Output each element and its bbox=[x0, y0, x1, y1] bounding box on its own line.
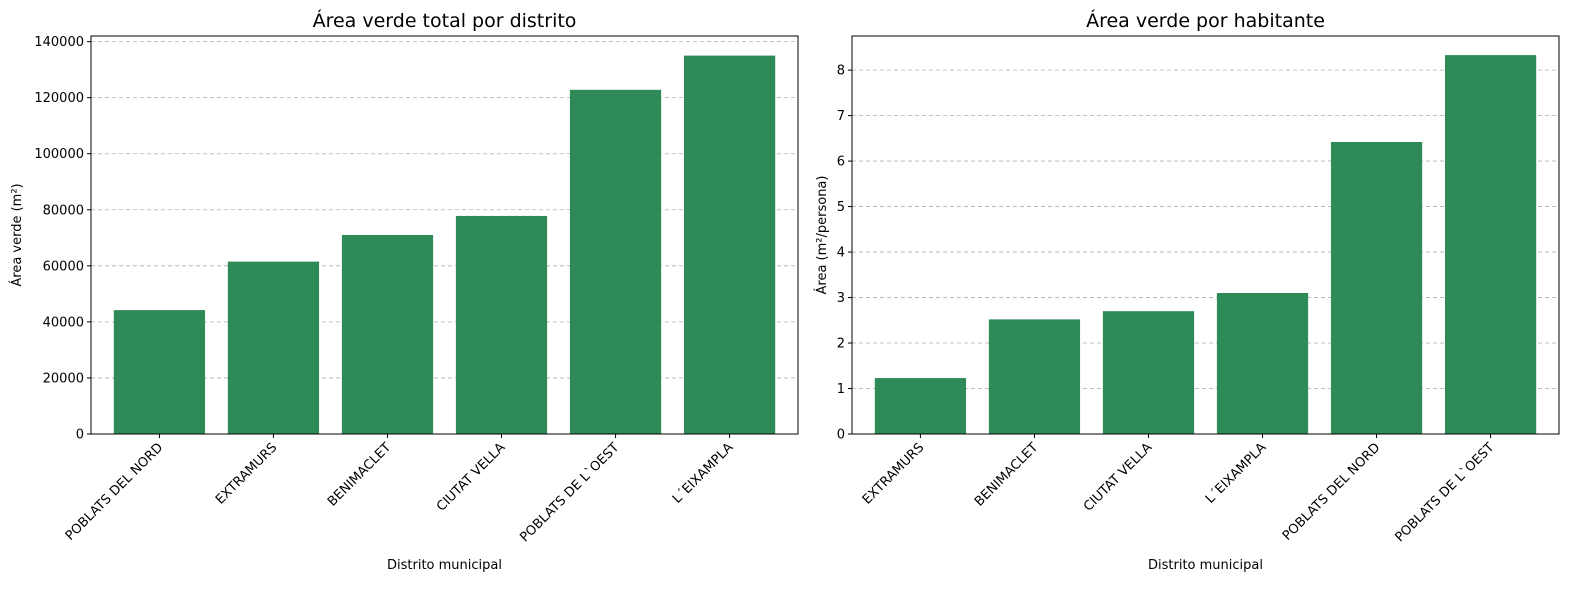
plot-frame bbox=[90, 35, 799, 435]
bar bbox=[113, 310, 206, 434]
x-tick-label: POBLATS DEL NORD bbox=[1280, 440, 1383, 543]
y-tick-label: 140000 bbox=[34, 35, 84, 50]
x-axis-label: Distrito municipal bbox=[387, 558, 502, 573]
y-axis-label: Área (m²/persona) bbox=[814, 176, 830, 295]
y-tick-label: 4 bbox=[837, 246, 845, 261]
x-tick-label: L´EIXAMPLA bbox=[1203, 440, 1270, 507]
x-tick-label: L´EIXAMPLA bbox=[670, 440, 737, 507]
bar bbox=[1444, 55, 1537, 434]
y-tick-label: 8 bbox=[837, 64, 845, 79]
bar bbox=[1102, 311, 1195, 434]
bar bbox=[569, 89, 662, 434]
y-tick-label: 0 bbox=[837, 428, 845, 443]
x-tick-label: CIUTAT VELLA bbox=[434, 440, 508, 514]
y-tick-label: 1 bbox=[837, 382, 845, 397]
y-tick-label: 2 bbox=[837, 337, 845, 352]
bar bbox=[683, 55, 776, 434]
x-axis-label: Distrito municipal bbox=[1148, 558, 1263, 573]
x-tick-label: BENIMACLET bbox=[325, 440, 394, 509]
bar bbox=[455, 215, 548, 434]
y-tick-label: 0 bbox=[76, 428, 84, 443]
y-tick-label: 6 bbox=[837, 155, 845, 170]
x-tick-label: POBLATS DE L`OEST bbox=[1392, 440, 1497, 545]
y-tick-label: 120000 bbox=[34, 91, 84, 106]
x-tick-label: EXTRAMURS bbox=[213, 440, 280, 507]
chart-title: Área verde total por distrito bbox=[313, 9, 577, 32]
bar bbox=[988, 319, 1081, 434]
y-tick-label: 5 bbox=[837, 200, 845, 215]
bar bbox=[341, 235, 434, 434]
x-tick-label: CIUTAT VELLA bbox=[1081, 440, 1155, 514]
y-tick-label: 20000 bbox=[43, 371, 84, 386]
x-tick-label: POBLATS DE L`OEST bbox=[517, 440, 622, 545]
y-tick-label: 7 bbox=[837, 109, 845, 124]
bar bbox=[1216, 292, 1309, 434]
y-tick-label: 100000 bbox=[34, 147, 84, 162]
y-tick-label: 60000 bbox=[43, 259, 84, 274]
y-tick-label: 80000 bbox=[43, 203, 84, 218]
y-tick-label: 3 bbox=[837, 291, 845, 306]
chart-title: Área verde por habitante bbox=[1086, 9, 1325, 32]
y-axis-label: Área verde (m²) bbox=[9, 183, 25, 286]
bar bbox=[874, 378, 967, 434]
x-tick-label: BENIMACLET bbox=[972, 440, 1041, 509]
bar bbox=[227, 261, 320, 434]
x-tick-label: EXTRAMURS bbox=[860, 440, 927, 507]
x-tick-label: POBLATS DEL NORD bbox=[63, 440, 166, 543]
chart-green-area-per-inhabitant: Área verde por habitante Distrito munici… bbox=[814, 9, 1560, 573]
chart-total-green-area: Área verde total por distrito Distrito m… bbox=[9, 9, 799, 573]
bar bbox=[1330, 141, 1423, 434]
plot-frame bbox=[851, 35, 1560, 435]
y-tick-label: 40000 bbox=[43, 315, 84, 330]
